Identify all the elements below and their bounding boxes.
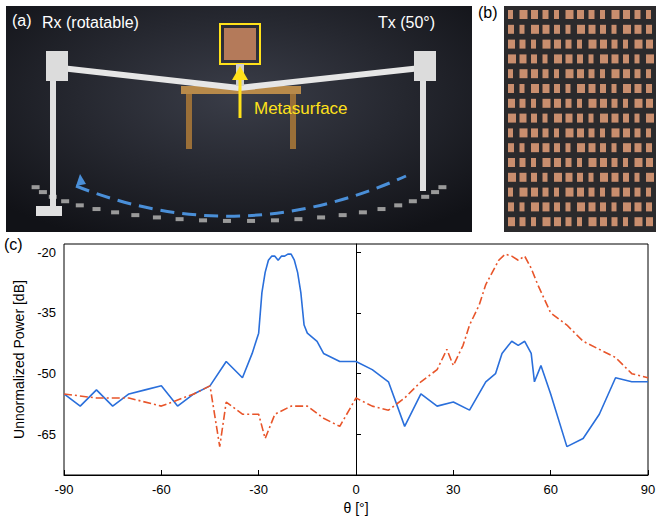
svg-text:-60: -60	[152, 482, 171, 497]
svg-text:30: 30	[446, 482, 460, 497]
svg-text:-30: -30	[249, 482, 268, 497]
svg-text:90: 90	[641, 482, 655, 497]
html-text:(c): (c)	[4, 236, 23, 253]
svg-text:Rx (rotatable): Rx (rotatable)	[42, 14, 139, 31]
svg-text:0: 0	[352, 482, 359, 497]
svg-text:-20: -20	[37, 245, 56, 260]
svg-text:-65: -65	[37, 427, 56, 442]
svg-text:θ [°]: θ [°]	[343, 500, 368, 516]
svg-text:(a): (a)	[12, 12, 32, 29]
svg-text:60: 60	[543, 482, 557, 497]
svg-text:-35: -35	[37, 305, 56, 320]
svg-text:Tx (50°): Tx (50°)	[378, 14, 435, 31]
svg-text:-90: -90	[55, 482, 74, 497]
svg-text:Unnormalized Power [dB]: Unnormalized Power [dB]	[11, 280, 27, 439]
svg-text:Metasurface: Metasurface	[254, 99, 348, 118]
svg-text:-50: -50	[37, 366, 56, 381]
html-text:(b): (b)	[478, 4, 498, 21]
